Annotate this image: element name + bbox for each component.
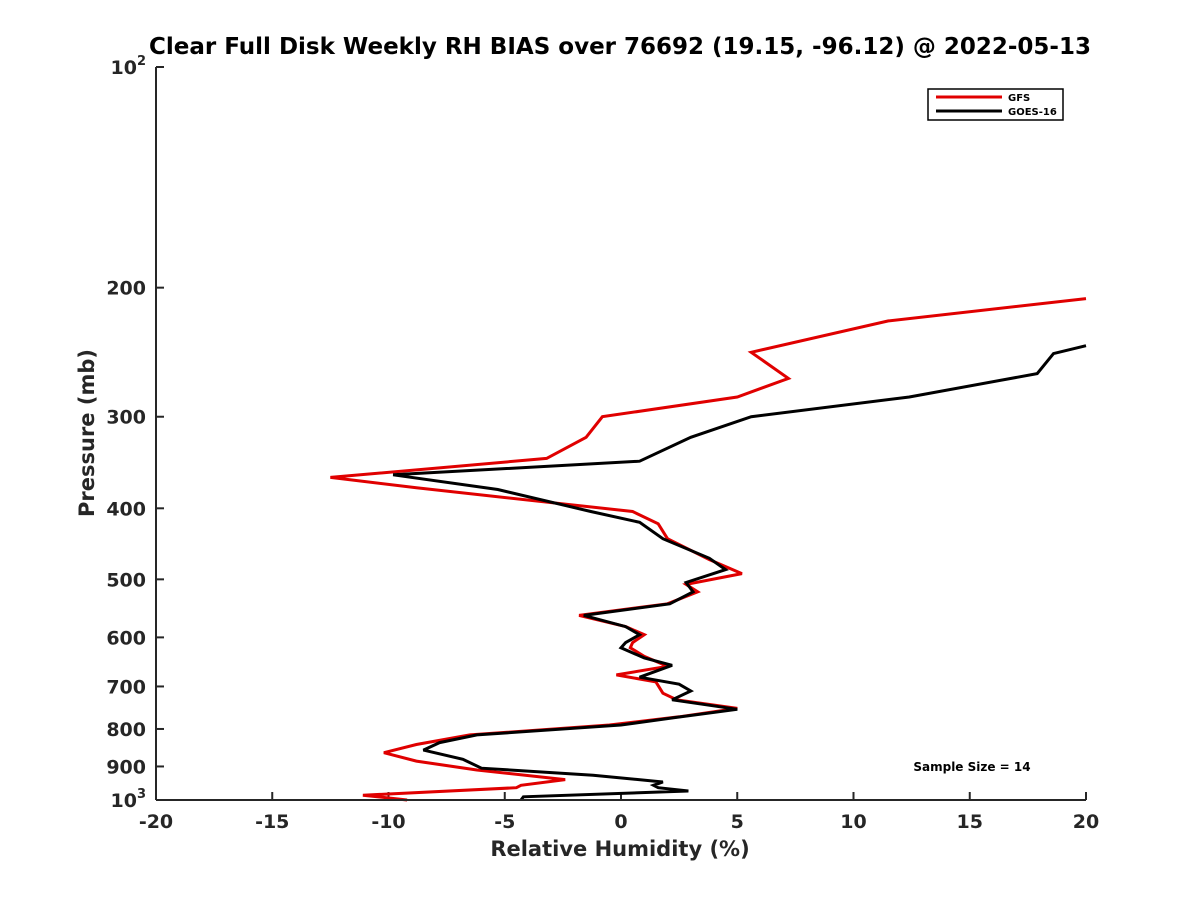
legend-box — [927, 88, 1064, 121]
y-tick-label: 800 — [106, 719, 146, 741]
y-axis-label: Pressure (mb) — [75, 349, 99, 517]
x-tick-label: 15 — [957, 811, 983, 833]
x-axis: -20 -15 -10 -5 0 5 10 15 20 — [139, 792, 1099, 833]
chart-title: Clear Full Disk Weekly RH BIAS over 7669… — [149, 34, 1091, 60]
y-tick-label: 700 — [106, 676, 146, 698]
y-tick-label: 102 — [111, 54, 147, 79]
x-tick-label: -5 — [494, 811, 515, 833]
x-tick-label: 0 — [614, 811, 627, 833]
y-tick-label: 900 — [106, 756, 146, 778]
plot-series — [330, 297, 1087, 802]
series-line-goes16 — [392, 344, 1087, 801]
legend: GFS GOES-16 — [927, 88, 1064, 121]
sample-size-annotation: Sample Size = 14 — [913, 760, 1030, 774]
y-tick-label: 500 — [106, 569, 146, 591]
y-tick-label: 400 — [106, 498, 146, 520]
y-axis: 102 200 300 400 500 600 700 800 900 103 — [106, 54, 164, 812]
x-tick-label: -10 — [371, 811, 405, 833]
y-tick-label: 103 — [111, 787, 147, 812]
series-line-gfs — [330, 297, 1087, 802]
x-tick-label: 10 — [840, 811, 866, 833]
legend-label-goes16: GOES-16 — [1008, 107, 1057, 118]
y-tick-label: 600 — [106, 627, 146, 649]
x-tick-label: 5 — [731, 811, 744, 833]
x-axis-label: Relative Humidity (%) — [490, 837, 749, 861]
x-tick-label: 20 — [1073, 811, 1099, 833]
legend-label-gfs: GFS — [1008, 93, 1030, 104]
x-tick-label: -20 — [139, 811, 173, 833]
y-tick-label: 200 — [106, 278, 146, 300]
x-tick-label: -15 — [255, 811, 289, 833]
y-tick-label: 300 — [106, 407, 146, 429]
